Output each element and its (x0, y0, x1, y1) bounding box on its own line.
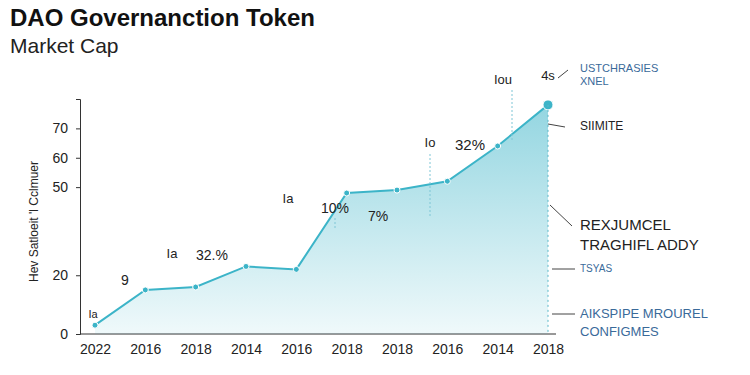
x-tick-label: 2014 (483, 341, 514, 357)
x-tick: 2016 (130, 334, 161, 357)
x-tick-label: 2016 (281, 341, 312, 357)
side-label: REXJUMCEL (580, 216, 671, 233)
annotation: Ia (283, 191, 295, 206)
plot-area (92, 100, 553, 334)
y-tick-mark (76, 275, 80, 276)
guide-line (548, 105, 549, 334)
callout-arrow (548, 124, 565, 127)
side-label: AIKSPIPE MROUREL (580, 306, 708, 321)
x-tick-label: 2014 (231, 341, 262, 357)
side-label: TSYAS (580, 263, 612, 274)
marker (193, 284, 199, 290)
annotation-leader (512, 90, 513, 140)
marker (243, 263, 249, 269)
annotation: Iou (494, 72, 512, 87)
x-tick-label: 2018 (382, 341, 413, 357)
x-tick: 2022 (80, 334, 111, 357)
annotation: 32.% (196, 247, 228, 263)
marker (444, 178, 450, 184)
subtitle: Market Cap (10, 34, 119, 57)
marker (92, 322, 98, 328)
marker (394, 187, 400, 193)
x-tick: 2018 (181, 334, 212, 357)
y-tick: 60 (52, 150, 80, 166)
x-tick: 2018 (382, 334, 413, 357)
callout-arrow (552, 314, 575, 315)
x-axis: 2022 2016 2018 2014 2016 2018 2018 2016 2014 2018 (80, 334, 564, 357)
y-tick-label: 70 (52, 120, 68, 136)
y-tick: 20 (52, 267, 80, 283)
marker (293, 266, 299, 272)
annotation: 10% (321, 200, 349, 216)
y-tick-mark (76, 187, 80, 188)
callout-arrow (558, 70, 568, 78)
side-label: USTCHRASIES (580, 62, 658, 74)
y-tick-mark (76, 128, 80, 129)
annotation-leader (430, 154, 431, 217)
y-tick-label: 20 (52, 267, 68, 283)
annotation: Ia (88, 308, 98, 320)
y-tick-label: 50 (52, 179, 68, 195)
callout-arrow (552, 269, 575, 270)
y-axis-title: Hev Satloeit 'l Cclmuer (27, 161, 41, 282)
annotation: 9 (121, 272, 129, 288)
side-label: SIIMITE (580, 119, 623, 133)
annotation-leader (335, 218, 336, 230)
area (95, 105, 548, 334)
x-tick-label: 2016 (432, 341, 463, 357)
x-tick: 2018 (533, 334, 564, 357)
y-tick: 0 (60, 326, 80, 342)
marker (344, 190, 350, 196)
y-tick-mark (76, 334, 80, 335)
side-label: XNEL (580, 75, 609, 87)
callout-arrow (550, 205, 572, 226)
side-label: TRAGHIFL ADDY (580, 236, 699, 253)
y-tick-label: 60 (52, 150, 68, 166)
y-tick-mark (76, 158, 80, 159)
y-axis: 0 20 50 60 70 (52, 100, 80, 342)
side-label: CONFIGMES (580, 324, 659, 339)
x-tick: 2016 (432, 334, 463, 357)
x-tick-label: 2016 (130, 341, 161, 357)
y-axis-line (76, 100, 81, 335)
annotation: 7% (368, 208, 388, 224)
x-tick: 2014 (231, 334, 262, 357)
annotation: Ia (167, 246, 179, 261)
line (95, 105, 548, 325)
x-tick-label: 2018 (181, 341, 212, 357)
x-tick-label: 2018 (332, 341, 363, 357)
annotation: Io (425, 135, 436, 150)
x-tick-label: 2018 (533, 341, 564, 357)
annotation: 32% (455, 136, 485, 153)
y-tick: 70 (52, 120, 80, 136)
y-tick-label: 0 (60, 326, 68, 342)
y-tick: 50 (52, 179, 80, 195)
annotation: 4s (541, 68, 555, 83)
x-tick-label: 2022 (80, 341, 111, 357)
marker (142, 287, 148, 293)
marker (495, 143, 501, 149)
title: DAO Governanction Token (10, 4, 315, 31)
x-tick: 2014 (483, 334, 514, 357)
x-tick: 2016 (281, 334, 312, 357)
x-tick: 2018 (332, 334, 363, 357)
